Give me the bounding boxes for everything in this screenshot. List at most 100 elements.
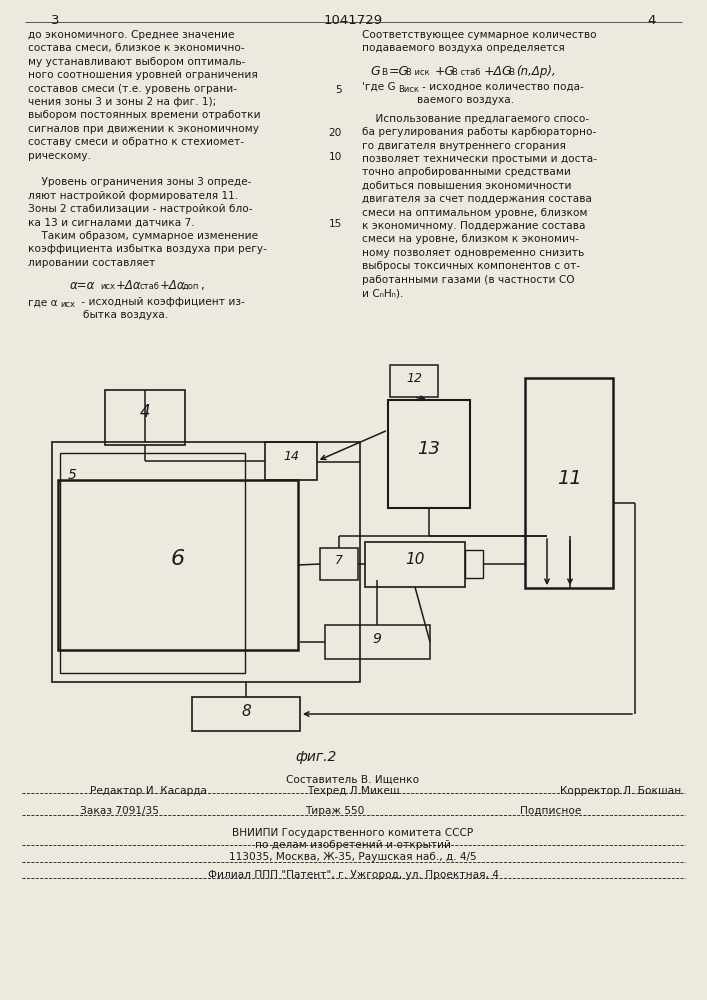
Text: 4: 4	[648, 14, 656, 27]
Text: смеси на оптимальном уровне, близком: смеси на оптимальном уровне, близком	[362, 208, 588, 218]
Bar	[192, 697, 300, 731]
Bar	[390, 365, 438, 397]
Bar	[365, 542, 465, 587]
Text: работанными газами (в частности CO: работанными газами (в частности CO	[362, 275, 575, 285]
Text: Заказ 7091/35: Заказ 7091/35	[80, 806, 159, 816]
Text: 113035, Москва, Ж-35, Раушская наб., д. 4/5: 113035, Москва, Ж-35, Раушская наб., д. …	[229, 852, 477, 862]
Text: чения зоны 3 и зоны 2 на фиг. 1);: чения зоны 3 и зоны 2 на фиг. 1);	[28, 97, 216, 107]
Text: исх: исх	[60, 300, 75, 309]
Text: +Δα: +Δα	[160, 279, 186, 292]
Text: до экономичного. Среднее значение: до экономичного. Среднее значение	[28, 30, 235, 40]
Text: Виск: Виск	[398, 85, 419, 94]
Text: двигателя за счет поддержания состава: двигателя за счет поддержания состава	[362, 194, 592, 204]
Text: лировании составляет: лировании составляет	[28, 258, 156, 268]
Text: Тираж 550: Тираж 550	[305, 806, 364, 816]
Text: - исходное количество пода-: - исходное количество пода-	[422, 82, 584, 92]
Text: 'где G: 'где G	[362, 82, 396, 92]
Text: В: В	[508, 68, 514, 77]
Text: ваемого воздуха.: ваемого воздуха.	[417, 95, 514, 105]
Text: α=α: α=α	[70, 279, 95, 292]
Text: по делам изобретений и открытий: по делам изобретений и открытий	[255, 840, 451, 850]
Text: Техред Л.Микеш: Техред Л.Микеш	[307, 786, 399, 796]
Text: =G: =G	[389, 65, 409, 78]
Text: му устанавливают выбором оптималь-: му устанавливают выбором оптималь-	[28, 57, 245, 67]
Bar	[58, 480, 298, 650]
Bar	[325, 625, 430, 659]
Text: стаб: стаб	[139, 282, 159, 291]
Text: и CₙHₙ).: и CₙHₙ).	[362, 288, 404, 298]
Text: подаваемого воздуха определяется: подаваемого воздуха определяется	[362, 43, 565, 53]
Text: где α: где α	[28, 297, 58, 307]
Text: Зоны 2 стабилизации - настройкой бло-: Зоны 2 стабилизации - настройкой бло-	[28, 204, 252, 214]
Text: В стаб: В стаб	[452, 68, 481, 77]
Text: 1041729: 1041729	[323, 14, 382, 27]
Text: 8: 8	[241, 704, 251, 718]
Text: +G: +G	[435, 65, 455, 78]
Text: фиг.2: фиг.2	[295, 750, 337, 764]
Text: 10: 10	[405, 552, 425, 568]
Text: рическому.: рическому.	[28, 151, 91, 161]
Text: ВНИИПИ Государственного комитета СССР: ВНИИПИ Государственного комитета СССР	[233, 828, 474, 838]
Bar	[60, 453, 245, 673]
Text: 20: 20	[329, 128, 342, 138]
Text: Таким образом, суммарное изменение: Таким образом, суммарное изменение	[28, 231, 258, 241]
Text: В иск: В иск	[406, 68, 430, 77]
Text: смеси на уровне, близком к экономич-: смеси на уровне, близком к экономич-	[362, 234, 579, 244]
Text: 10: 10	[329, 152, 342, 162]
Text: 14: 14	[283, 450, 299, 464]
Bar	[388, 400, 470, 508]
Text: ,: ,	[200, 279, 204, 292]
Bar	[265, 442, 317, 480]
Text: G: G	[370, 65, 380, 78]
Text: +Δα: +Δα	[116, 279, 141, 292]
Text: Использование предлагаемого спосо-: Использование предлагаемого спосо-	[362, 114, 589, 124]
Text: ляют настройкой формирователя 11.: ляют настройкой формирователя 11.	[28, 191, 238, 201]
Text: добиться повышения экономичности: добиться повышения экономичности	[362, 181, 571, 191]
Text: Корректор Л. Бокшан: Корректор Л. Бокшан	[560, 786, 682, 796]
Text: составу смеси и обратно к стехиомет-: составу смеси и обратно к стехиомет-	[28, 137, 244, 147]
Text: бытка воздуха.: бытка воздуха.	[83, 310, 168, 320]
Text: ного соотношения уровней ограничения: ного соотношения уровней ограничения	[28, 70, 258, 80]
Text: +ΔG: +ΔG	[484, 65, 513, 78]
Text: точно апробированными средствами: точно апробированными средствами	[362, 167, 571, 177]
Text: 12: 12	[406, 371, 422, 384]
Text: 7: 7	[335, 554, 343, 568]
Text: ба регулирования работы карбюраторно-: ба регулирования работы карбюраторно-	[362, 127, 596, 137]
Text: 6: 6	[171, 549, 185, 569]
Text: Уровень ограничения зоны 3 опреде-: Уровень ограничения зоны 3 опреде-	[28, 177, 252, 187]
Text: сигналов при движении к экономичному: сигналов при движении к экономичному	[28, 124, 259, 134]
Text: - исходный коэффициент из-: - исходный коэффициент из-	[78, 297, 245, 307]
Text: составов смеси (т.е. уровень ограни-: составов смеси (т.е. уровень ограни-	[28, 84, 237, 94]
Text: Редактор И. Касарда: Редактор И. Касарда	[90, 786, 207, 796]
Text: ка 13 и сигналами датчика 7.: ка 13 и сигналами датчика 7.	[28, 218, 194, 228]
Text: доп: доп	[183, 282, 199, 291]
Text: 9: 9	[373, 632, 382, 646]
Text: Соответствующее суммарное количество: Соответствующее суммарное количество	[362, 30, 597, 40]
Text: 13: 13	[418, 440, 440, 458]
Text: Составитель В. Ищенко: Составитель В. Ищенко	[286, 775, 419, 785]
Bar	[52, 442, 360, 682]
Bar	[105, 390, 185, 445]
Text: 11: 11	[556, 468, 581, 488]
Text: 15: 15	[329, 219, 342, 229]
Text: к экономичному. Поддержание состава: к экономичному. Поддержание состава	[362, 221, 585, 231]
Text: 3: 3	[51, 14, 59, 27]
Text: выбросы токсичных компонентов с от-: выбросы токсичных компонентов с от-	[362, 261, 580, 271]
Text: состава смеси, близкое к экономично-: состава смеси, близкое к экономично-	[28, 43, 245, 53]
Text: исх: исх	[100, 282, 115, 291]
Bar	[320, 548, 358, 580]
Text: выбором постоянных времени отработки: выбором постоянных времени отработки	[28, 110, 261, 120]
Text: (n,Δр),: (n,Δр),	[516, 65, 556, 78]
Text: 4: 4	[140, 403, 151, 421]
Text: 5: 5	[335, 85, 342, 95]
Text: позволяет технически простыми и доста-: позволяет технически простыми и доста-	[362, 154, 597, 164]
Text: коэффициента избытка воздуха при регу-: коэффициента избытка воздуха при регу-	[28, 244, 267, 254]
Text: го двигателя внутреннего сгорания: го двигателя внутреннего сгорания	[362, 141, 566, 151]
Text: 5: 5	[68, 468, 77, 482]
Text: В: В	[381, 68, 387, 77]
Text: ному позволяет одновременно снизить: ному позволяет одновременно снизить	[362, 248, 584, 258]
Text: Филиал ППП "Патент", г. Ужгород, ул. Проектная, 4: Филиал ППП "Патент", г. Ужгород, ул. Про…	[208, 870, 498, 880]
Bar	[525, 378, 613, 588]
Bar	[465, 550, 483, 578]
Text: Подписное: Подписное	[520, 806, 581, 816]
